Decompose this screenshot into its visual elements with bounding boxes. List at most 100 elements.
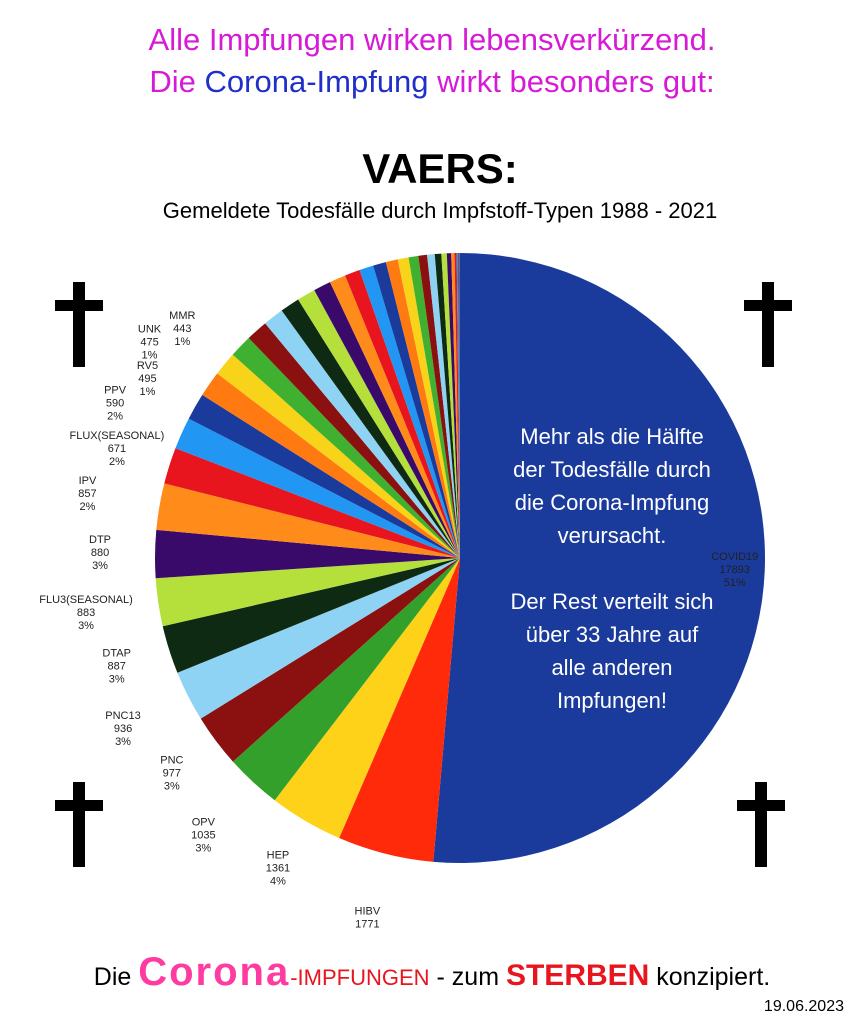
slice-value: 1361 bbox=[266, 862, 290, 874]
pie-slice bbox=[188, 394, 460, 558]
slice-value: 590 bbox=[106, 397, 124, 409]
pie-slice bbox=[451, 253, 460, 558]
pie-slice bbox=[441, 253, 460, 558]
slice-value: 1771 bbox=[355, 918, 379, 930]
slice-value: 977 bbox=[163, 768, 181, 780]
pie-slice bbox=[162, 558, 460, 673]
slice-percent: 1% bbox=[142, 349, 158, 361]
slice-percent: 1% bbox=[174, 336, 190, 348]
slice-value: 475 bbox=[140, 336, 158, 348]
slice-percent: 3% bbox=[195, 842, 211, 854]
pie-slice bbox=[345, 270, 460, 558]
pie-slice bbox=[281, 299, 460, 558]
header-text: wirkt besonders gut: bbox=[437, 64, 715, 99]
pie-slice bbox=[408, 255, 460, 558]
footer-corona: Corona bbox=[138, 950, 291, 994]
slice-label: PPV bbox=[104, 384, 127, 396]
chart-title: VAERS: bbox=[362, 145, 518, 192]
slice-percent: 3% bbox=[78, 620, 94, 632]
cross bbox=[737, 800, 785, 811]
pie-slice bbox=[397, 257, 460, 558]
cross bbox=[755, 782, 767, 867]
pie-slice bbox=[200, 558, 460, 762]
annotation-line: Mehr als die Hälfte bbox=[520, 424, 703, 449]
pie-slice bbox=[329, 275, 460, 558]
annotation-line: verursacht. bbox=[558, 523, 667, 548]
pie-slice bbox=[458, 253, 460, 559]
slice-percent: 2% bbox=[79, 501, 95, 513]
slice-value: 17893 bbox=[719, 564, 750, 576]
slice-label: FLU3(SEASONAL) bbox=[39, 594, 133, 606]
pie-slice bbox=[202, 373, 461, 558]
pie-slice bbox=[434, 253, 460, 558]
pie-slice bbox=[314, 282, 460, 558]
slice-label: PNC bbox=[160, 755, 183, 767]
pie-slice bbox=[298, 290, 460, 558]
pie-slice bbox=[459, 253, 460, 558]
slice-label: MMR bbox=[169, 310, 195, 322]
pie-slice bbox=[385, 259, 460, 558]
pie-slice bbox=[418, 254, 460, 558]
pie-slice bbox=[427, 254, 460, 558]
pie-slice bbox=[177, 558, 460, 719]
annotation-line: Impfungen! bbox=[557, 688, 667, 713]
slice-label: HEP bbox=[267, 849, 290, 861]
annotation-line: die Corona-Impfung bbox=[515, 490, 709, 515]
slice-percent: 2% bbox=[109, 456, 125, 468]
crosses bbox=[55, 282, 792, 867]
footer: Die Corona-IMPFUNGEN - zum STERBEN konzi… bbox=[0, 950, 864, 995]
footer-sterben: STERBEN bbox=[505, 959, 650, 992]
slice-percent: 3% bbox=[115, 736, 131, 748]
pie-slice bbox=[217, 354, 460, 558]
pie-slice bbox=[232, 558, 460, 801]
slice-percent: 3% bbox=[164, 781, 180, 793]
slice-label: DTAP bbox=[102, 647, 131, 659]
pie-slice bbox=[265, 310, 460, 558]
slice-label: PNC13 bbox=[105, 710, 140, 722]
pie-slice bbox=[359, 265, 460, 558]
cross bbox=[73, 782, 85, 867]
pie-slice bbox=[155, 529, 460, 579]
annotation-line: Der Rest verteilt sich bbox=[511, 589, 714, 614]
slice-value: 1035 bbox=[191, 829, 215, 841]
pie-slice bbox=[232, 338, 460, 558]
slice-value: 857 bbox=[78, 488, 96, 500]
pie-slice bbox=[156, 483, 460, 558]
chart-subtitle: Gemeldete Todesfälle durch Impfstoff-Typ… bbox=[163, 198, 717, 223]
slice-label: HIBV bbox=[355, 905, 381, 917]
footer-text: konzipiert. bbox=[656, 963, 771, 991]
slice-label: OPV bbox=[192, 816, 216, 828]
slice-value: 936 bbox=[114, 723, 132, 735]
slice-value: 495 bbox=[138, 373, 156, 385]
header-text: Die bbox=[149, 64, 196, 99]
pie-slice bbox=[155, 558, 460, 627]
slice-label: DTP bbox=[89, 534, 111, 546]
date: 19.06.2023 bbox=[763, 998, 844, 1015]
header-highlight: Corona-Impfung bbox=[204, 64, 429, 99]
footer-text: Die bbox=[93, 963, 132, 991]
pie-slice bbox=[446, 253, 460, 559]
pie-slice bbox=[433, 253, 765, 863]
pie-slice bbox=[339, 558, 460, 862]
pie-slice bbox=[456, 253, 460, 559]
pie-slice bbox=[454, 253, 460, 558]
annotation-line: der Todesfälle durch bbox=[513, 457, 711, 482]
slice-percent: 3% bbox=[109, 673, 125, 685]
slice-percent: 2% bbox=[107, 410, 123, 422]
slice-percent: 51% bbox=[724, 577, 746, 589]
slice-label: FLUX(SEASONAL) bbox=[70, 430, 165, 442]
slice-percent: 1% bbox=[140, 386, 156, 398]
annotation-line: über 33 Jahre auf bbox=[526, 622, 699, 647]
footer-text: - zum bbox=[436, 963, 500, 991]
slice-label: COVID19 bbox=[711, 551, 758, 563]
pie-slice bbox=[175, 418, 460, 558]
chart: VAERS: Gemeldete Todesfälle durch Impfst… bbox=[39, 145, 792, 930]
cross bbox=[55, 300, 103, 311]
header-line: Alle Impfungen wirken lebensverkürzend. bbox=[148, 22, 716, 57]
slice-value: 880 bbox=[91, 547, 109, 559]
slice-value: 671 bbox=[108, 443, 126, 455]
cross bbox=[73, 282, 85, 367]
slice-value: 443 bbox=[173, 323, 191, 335]
pie-slice bbox=[164, 448, 460, 558]
